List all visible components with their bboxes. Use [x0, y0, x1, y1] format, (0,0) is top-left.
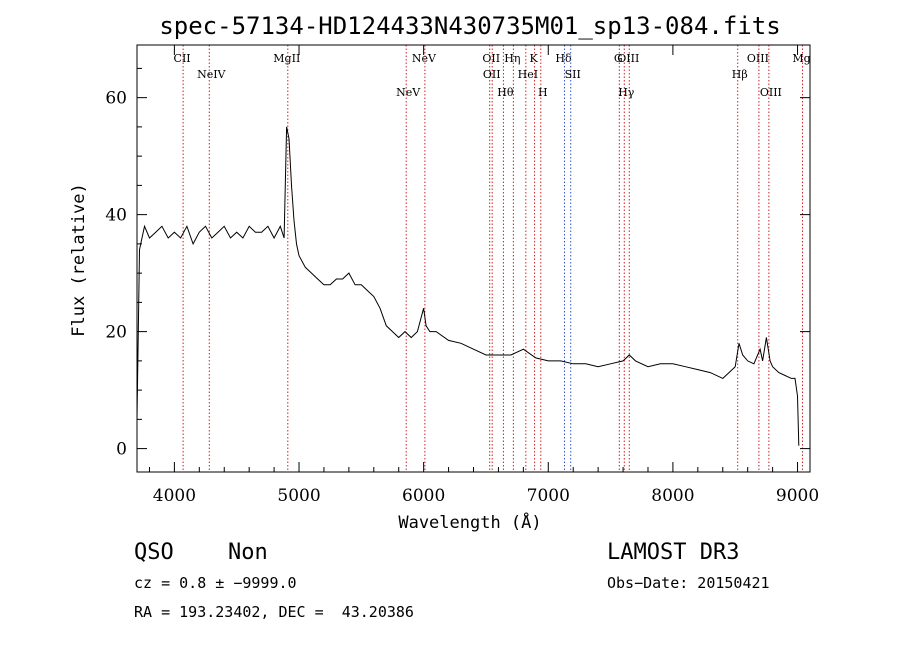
line-label-20: Mg: [792, 52, 810, 65]
series-layer: [136, 126, 800, 446]
object-subclass: Non: [228, 540, 268, 565]
spectrum-series-line: [136, 126, 800, 446]
line-label-11: H: [538, 86, 548, 99]
spectral-line-markers: CIINeIVMgIINeVNeVOIIOIIHθHηHeIKHHδSIIGHγ…: [174, 45, 811, 472]
line-label-4: NeV: [412, 52, 437, 65]
x-tick-label-9000: 9000: [776, 486, 819, 506]
y-tick-label-60: 60: [105, 89, 127, 109]
x-tick-label-4000: 4000: [153, 486, 196, 506]
line-label-17: Hβ: [732, 68, 748, 81]
chart-title: spec-57134-HD124433N430735M01_sp13-084.f…: [159, 12, 780, 40]
line-label-8: Hη: [504, 52, 520, 65]
line-label-14: G: [614, 52, 623, 65]
line-label-9: HeI: [518, 68, 538, 81]
y-axis-label: Flux (relative): [69, 183, 89, 337]
line-label-12: Hδ: [555, 52, 572, 65]
x-tick-label-8000: 8000: [651, 486, 694, 506]
line-label-6: OII: [482, 52, 500, 65]
x-tick-label-5000: 5000: [277, 486, 320, 506]
line-label-10: K: [529, 52, 538, 65]
line-label-0: CII: [174, 52, 191, 65]
obs-date: Obs−Date: 20150421: [607, 574, 770, 592]
y-tick-label-0: 0: [116, 440, 127, 460]
axis-ticks: 4000 5000 6000 7000 8000 9000 0 20 40 60: [105, 45, 819, 506]
line-label-15: Hγ: [618, 86, 635, 99]
x-tick-label-7000: 7000: [527, 486, 570, 506]
line-label-16: OIII: [617, 52, 639, 65]
y-tick-label-40: 40: [105, 206, 127, 226]
line-label-2: MgII: [273, 52, 300, 65]
ra-dec-coords: RA = 193.23402, DEC = 43.20386: [134, 603, 414, 621]
line-label-3: NeV: [396, 86, 421, 99]
survey-name: LAMOST DR3: [607, 540, 740, 565]
x-axis-label: Wavelength (Å): [398, 511, 541, 533]
line-label-18: OIII: [747, 52, 769, 65]
line-label-13: SII: [565, 68, 581, 81]
x-tick-label-6000: 6000: [402, 486, 445, 506]
object-class: QSO: [134, 540, 174, 565]
plot-frame: [136, 44, 811, 473]
line-label-7: Hθ: [497, 86, 514, 99]
redshift-cz: cz = 0.8 ± −9999.0: [134, 574, 297, 592]
y-tick-label-20: 20: [105, 323, 127, 343]
line-label-1: NeIV: [197, 68, 226, 81]
line-label-19: OIII: [760, 86, 782, 99]
